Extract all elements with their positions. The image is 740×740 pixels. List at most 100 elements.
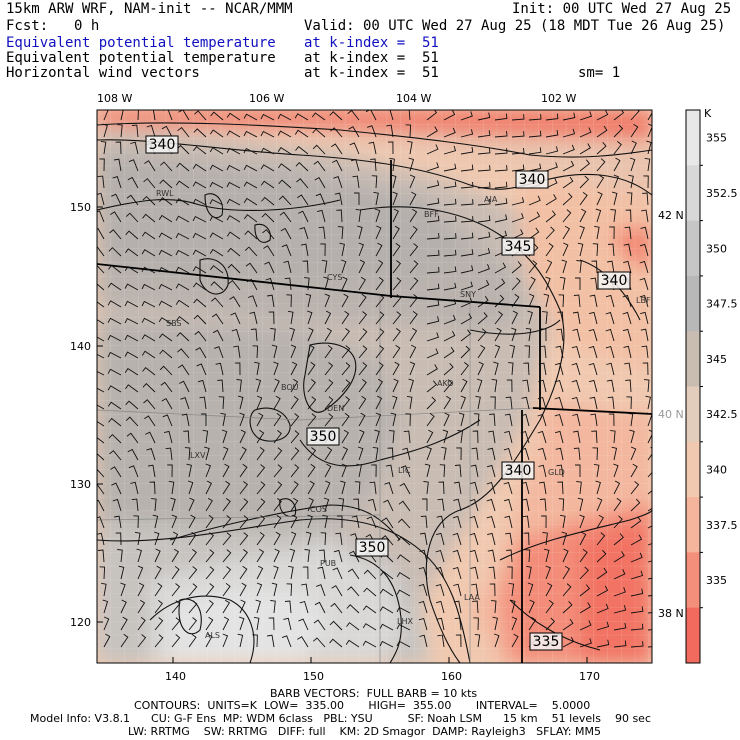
wind-barb (202, 429, 209, 444)
wind-barb (109, 229, 122, 240)
wind-barb (295, 145, 309, 155)
wind-barb (575, 277, 581, 290)
wind-barb (605, 311, 615, 325)
x-tick-170: 170 (579, 670, 600, 683)
wind-barb (579, 143, 591, 155)
wind-barb (260, 180, 275, 189)
wind-barb (324, 362, 334, 376)
wind-barb (605, 328, 615, 342)
wind-barb (596, 110, 609, 121)
wind-barb (239, 616, 245, 631)
wind-barb (256, 548, 265, 563)
wind-barb (299, 227, 309, 240)
station-label: LXV (190, 451, 206, 460)
wind-barb (125, 230, 139, 240)
wind-barb (160, 161, 173, 172)
wind-barb (284, 600, 292, 614)
wind-barb (273, 498, 282, 512)
wind-barb (623, 260, 632, 274)
wind-barb (305, 293, 312, 308)
wind-barb (630, 123, 639, 138)
wind-barb (222, 599, 231, 614)
wind-barb (141, 231, 156, 240)
wind-barb (331, 159, 343, 172)
field-2-name: Equivalent potential temperature (6, 50, 276, 66)
wind-barb (562, 242, 569, 257)
wind-barb (290, 378, 299, 393)
shaded-field: RWL BFF AIA CYS SNY SBS BOU DEN AKO LXV LIC GLD COS P… (97, 110, 652, 663)
wind-barb (375, 361, 384, 376)
wind-barb (647, 446, 652, 461)
station-label: LAA (464, 593, 480, 602)
wind-barb (436, 515, 445, 529)
colorbar-swatch (686, 110, 700, 166)
wind-barb (136, 548, 142, 563)
wind-barb (107, 385, 122, 393)
wind-barb (422, 498, 428, 511)
wind-barb (375, 378, 384, 393)
wind-barb (97, 353, 105, 359)
wind-barb (290, 344, 297, 359)
wind-barb (452, 566, 462, 580)
wind-barb (523, 532, 530, 546)
station-label: PUB (320, 559, 336, 568)
wind-barb (379, 623, 394, 631)
wind-barb (341, 429, 349, 444)
wind-barb (511, 213, 524, 223)
wind-barb (520, 447, 530, 461)
wind-barb (256, 395, 263, 410)
wind-barb (537, 413, 547, 427)
wind-barb (557, 481, 564, 495)
wind-barb (176, 162, 190, 172)
wind-barb (146, 448, 156, 461)
wind-barb (154, 600, 163, 614)
wind-barb (362, 623, 377, 631)
station-label: ALS (205, 631, 220, 640)
wind-barb (97, 516, 105, 529)
wind-barb (358, 412, 366, 427)
wind-barb (277, 146, 292, 155)
wind-barb (392, 277, 402, 291)
wind-barb (192, 282, 207, 291)
wind-barb (473, 413, 480, 427)
station-label: BOU (281, 383, 299, 392)
wind-barb (239, 515, 249, 529)
wind-barb (358, 429, 365, 444)
wind-barb (579, 514, 585, 529)
wind-barb (528, 276, 536, 291)
wind-barb (646, 140, 652, 155)
wind-barb (596, 497, 603, 512)
wind-barb (137, 599, 146, 614)
wind-barb (278, 179, 292, 189)
wind-barb (640, 311, 649, 325)
wind-barb (545, 194, 557, 206)
wind-barb (418, 617, 428, 631)
wind-barb (613, 157, 621, 172)
wind-barb (210, 111, 224, 121)
wind-barb (625, 379, 632, 393)
wind-barb (212, 329, 224, 342)
wind-barb (426, 215, 440, 223)
wind-barb (562, 565, 571, 580)
wind-barb (358, 328, 368, 342)
wind-barb (110, 466, 122, 478)
wind-barb (204, 446, 210, 461)
wind-barb (426, 144, 439, 155)
wind-barb (375, 277, 384, 291)
wind-barb (473, 617, 479, 631)
colorbar-label: 347.5 (706, 298, 738, 311)
wind-barb (452, 515, 462, 529)
wind-barb (644, 157, 651, 172)
wind-barb (511, 327, 517, 342)
wind-barb (494, 344, 501, 359)
wind-barb (426, 162, 439, 172)
wind-barb (307, 396, 317, 410)
wind-barb (289, 327, 295, 342)
wind-barb (470, 566, 479, 580)
wind-barb (171, 548, 180, 563)
wind-barb (472, 430, 479, 444)
wind-barb (362, 640, 377, 648)
wind-barb (591, 430, 598, 444)
wind-barb (520, 413, 530, 427)
wind-barb (312, 128, 326, 138)
